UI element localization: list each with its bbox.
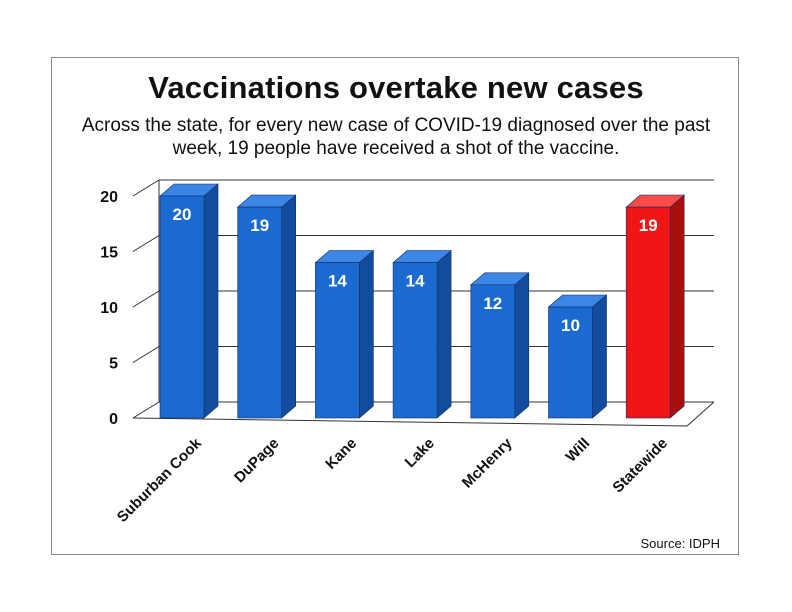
floor-side-edge: [686, 401, 715, 427]
gridline-diagonal: [132, 346, 160, 363]
gridline-diagonal: [132, 179, 160, 197]
bar-side: [281, 194, 297, 419]
gridline-diagonal: [132, 235, 160, 252]
bar-side: [514, 272, 530, 419]
bar: [470, 284, 516, 419]
source-note: Source: IDPH: [640, 536, 720, 551]
bar-side: [669, 194, 685, 419]
bar-side: [592, 294, 607, 419]
x-tick-label: McHenry: [459, 434, 516, 491]
bar-value-label: 12: [483, 294, 502, 313]
x-tick-label: Lake: [402, 435, 438, 471]
y-tick-label: 10: [100, 300, 118, 317]
bar-value-label: 14: [328, 272, 347, 291]
bar: [625, 206, 671, 419]
bar-value-label: 20: [173, 205, 192, 224]
chart-title: Vaccinations overtake new cases: [148, 70, 644, 105]
gridline-diagonal: [132, 401, 160, 419]
x-tick-label: Kane: [322, 435, 360, 473]
bar-value-label: 19: [250, 216, 269, 235]
y-tick-label: 15: [100, 245, 118, 262]
x-tick-label: Will: [563, 435, 594, 466]
y-tick-label: 5: [109, 356, 118, 373]
bar-side: [359, 249, 374, 419]
floor-edge: [132, 417, 688, 427]
bar: [159, 195, 205, 419]
bar-side: [436, 249, 452, 419]
x-tick-label: Statewide: [609, 435, 671, 497]
bar: [237, 206, 282, 419]
x-tick-label: Suburban Cook: [114, 434, 205, 525]
x-tick-label: DuPage: [231, 435, 283, 487]
bar-side: [203, 183, 219, 419]
bar-value-label: 19: [639, 216, 658, 235]
bar-value-label: 14: [406, 272, 425, 291]
y-tick-label: 20: [100, 189, 118, 206]
y-tick-label: 0: [109, 411, 118, 428]
bar: [548, 306, 593, 419]
chart-subtitle: Across the state, for every new case of …: [81, 115, 711, 159]
bar: [315, 262, 360, 419]
bar-value-label: 10: [561, 316, 580, 335]
bar: [392, 262, 438, 419]
gridline-diagonal: [132, 290, 160, 308]
